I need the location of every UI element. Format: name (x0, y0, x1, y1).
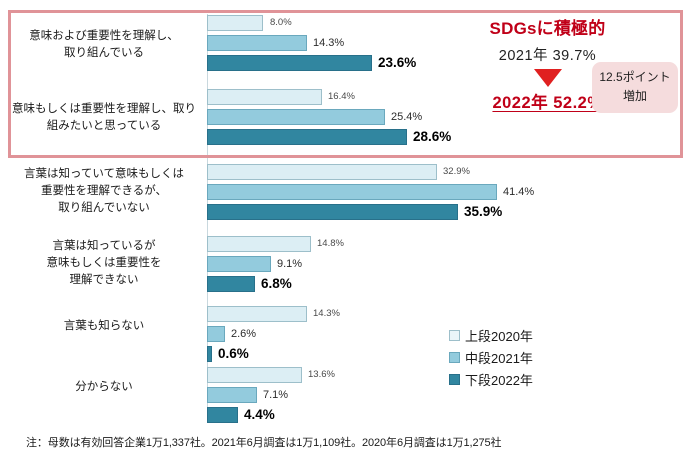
category-label-3: 言葉は知っているが 意味もしくは重要性を 理解できない (6, 238, 202, 289)
category-label-4-line1: 言葉も知らない (63, 320, 145, 332)
bar-5-2020[interactable] (207, 367, 302, 383)
category-label-0-line2: 取り組んでいる (64, 47, 144, 59)
bar-value-2-2022: 35.9% (464, 204, 503, 219)
legend-item-2020[interactable]: 上段2020年 (449, 324, 533, 346)
legend-label-2021: 中段2021年 (465, 350, 533, 366)
legend-label-2020: 上段2020年 (465, 328, 533, 344)
bar-value-0-2021: 14.3% (313, 37, 345, 49)
bar-value-4-2021: 2.6% (231, 328, 257, 340)
bar-3-2020[interactable] (207, 236, 311, 252)
category-label-2: 言葉は知っていて意味もしくは 重要性を理解できるが、 取り組んでいない (6, 166, 202, 217)
category-label-1: 意味もしくは重要性を理解し、取り 組みたいと思っている (6, 101, 202, 135)
plot-area: 意味および重要性を理解し、 取り組んでいる 8.0% 14.3% 23.6% (6, 14, 535, 423)
category-label-2-line2: 重要性を理解できるが、 (40, 185, 168, 197)
category-label-1-line2: 組みたいと思っている (46, 120, 162, 132)
bar-1-2021[interactable] (207, 109, 385, 125)
bar-1-2022[interactable] (207, 129, 407, 145)
bar-0-2020[interactable] (207, 15, 263, 31)
bar-value-0-2022: 23.6% (378, 55, 417, 70)
bar-value-3-2022: 6.8% (261, 276, 292, 291)
category-label-2-line3: 取り組んでいない (58, 202, 150, 214)
bar-3-2022[interactable] (207, 276, 255, 292)
legend: 上段2020年 中段2021年 下段2022年 (449, 324, 533, 390)
bar-0-2021[interactable] (207, 35, 307, 51)
legend-label-2022: 下段2022年 (465, 372, 533, 388)
bar-value-5-2021: 7.1% (263, 389, 289, 401)
point-increase-badge: 12.5ポイント 増加 (592, 62, 678, 113)
bar-4-2021[interactable] (207, 326, 225, 342)
category-label-3-line1: 言葉は知っているが (52, 240, 156, 252)
bar-5-2022[interactable] (207, 407, 238, 423)
bar-3-2021[interactable] (207, 256, 271, 272)
bar-value-3-2021: 9.1% (277, 258, 303, 270)
bar-value-2-2021: 41.4% (503, 186, 535, 198)
bar-value-3-2020: 14.8% (317, 238, 344, 249)
sdgs-annotation: SDGsに積極的 2021年 39.7% 2022年 52.2% 12.5ポイン… (420, 14, 678, 113)
bar-value-5-2022: 4.4% (244, 407, 275, 422)
bar-1-2020[interactable] (207, 89, 322, 105)
annotation-2021-value: 2021年 39.7% (498, 48, 597, 64)
bar-value-4-2022: 0.6% (218, 346, 249, 361)
bar-2-2021[interactable] (207, 184, 497, 200)
bar-value-1-2021: 25.4% (391, 111, 423, 123)
legend-item-2021[interactable]: 中段2021年 (449, 346, 533, 368)
category-label-5: 分からない (6, 379, 202, 396)
bar-value-5-2020: 13.6% (308, 369, 335, 380)
bar-value-4-2020: 14.3% (313, 308, 340, 319)
annotation-2022-value: 2022年 52.2% (492, 94, 603, 112)
category-label-1-line1: 意味もしくは重要性を理解し、取り (12, 103, 196, 115)
category-label-3-line3: 理解できない (69, 274, 139, 286)
category-label-3-line2: 意味もしくは重要性を (46, 257, 162, 269)
bar-value-2-2020: 32.9% (443, 166, 470, 177)
point-increase-badge-line2: 増加 (622, 89, 647, 103)
bar-0-2022[interactable] (207, 55, 372, 71)
bar-value-1-2020: 16.4% (328, 91, 355, 102)
category-label-4: 言葉も知らない (6, 318, 202, 335)
point-increase-badge-line1: 12.5ポイント (599, 70, 671, 84)
legend-swatch-2020-icon (449, 329, 460, 341)
legend-swatch-2021-icon (449, 351, 460, 363)
annotation-title: SDGsに積極的 (489, 19, 606, 38)
bar-4-2020[interactable] (207, 306, 307, 322)
triangle-down-icon (533, 69, 562, 87)
bar-value-1-2022: 28.6% (413, 129, 452, 144)
bar-2-2020[interactable] (207, 164, 437, 180)
category-label-0-line1: 意味および重要性を理解し、 (29, 30, 179, 42)
bar-4-2022[interactable] (207, 346, 212, 362)
category-label-2-line1: 言葉は知っていて意味もしくは (23, 168, 185, 180)
bar-5-2021[interactable] (207, 387, 257, 403)
legend-swatch-2022-icon (449, 373, 460, 385)
footnote: 注：母数は有効回答企業1万1,337社。2021年6月調査は1万1,109社。2… (26, 437, 502, 449)
category-label-5-line1: 分からない (75, 381, 133, 393)
bar-value-0-2020: 8.0% (270, 17, 292, 28)
legend-item-2022[interactable]: 下段2022年 (449, 368, 533, 390)
category-label-0: 意味および重要性を理解し、 取り組んでいる (6, 28, 202, 62)
bar-2-2022[interactable] (207, 204, 458, 220)
